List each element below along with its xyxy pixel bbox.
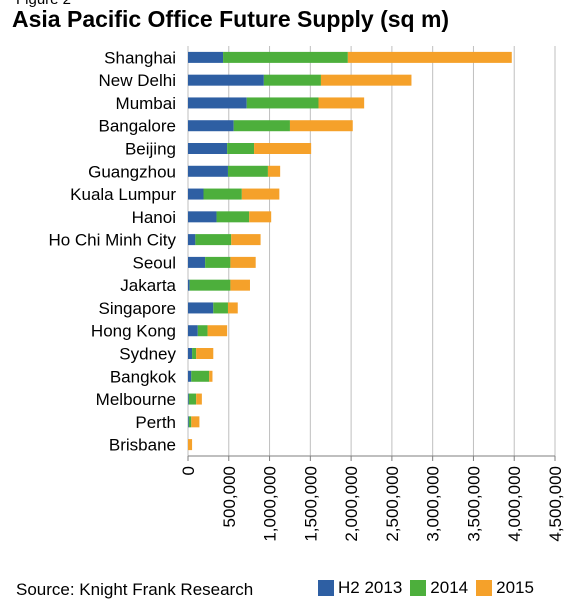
category-label: Mumbai (116, 94, 176, 113)
bar-segment (188, 416, 189, 428)
category-label: Shanghai (104, 48, 176, 67)
category-label: Hong Kong (91, 322, 176, 341)
bar-segment (227, 143, 255, 154)
bar-segment (196, 393, 202, 405)
bar-segment (205, 256, 231, 268)
bar-segment (191, 416, 200, 428)
bar-segment (289, 120, 353, 132)
category-label: Guangzhou (88, 162, 176, 181)
bar-segment (230, 256, 256, 268)
category-label: Jakarta (120, 276, 176, 295)
bar-segment (188, 97, 247, 109)
bar-segment (188, 393, 189, 405)
bar-segment (254, 143, 312, 154)
bar-segment (213, 302, 228, 314)
category-label: Kuala Lumpur (70, 185, 176, 204)
bar-segment (188, 211, 217, 223)
legend: H2 2013 2014 2015 (318, 578, 542, 598)
category-label: Seoul (133, 253, 176, 272)
x-tick-label: 4,000,000 (505, 466, 524, 542)
bar-segment (188, 74, 264, 86)
bar-segment (233, 120, 290, 132)
category-label: Sydney (119, 345, 176, 364)
bar-segment (195, 234, 232, 246)
bar-segment (188, 325, 198, 337)
category-label: Ho Chi Minh City (48, 231, 176, 250)
bar-segment (188, 120, 234, 132)
bar-segment (227, 165, 268, 177)
category-label: New Delhi (99, 71, 176, 90)
x-tick-label: 500,000 (220, 466, 239, 527)
bar-segment (188, 234, 196, 246)
bar-segment (188, 165, 228, 177)
bar-segment (188, 439, 193, 451)
bar-segment (203, 188, 242, 200)
chart-area: Shanghai New Delhi Mumbai Bangalore Beijing G… (48, 46, 565, 542)
category-label: Bangalore (98, 117, 176, 136)
category-label: Beijing (125, 140, 176, 159)
category-label: Brisbane (109, 436, 176, 455)
category-label: Hanoi (132, 208, 176, 227)
legend-label-2015: 2015 (496, 578, 534, 597)
bar-segment (188, 370, 192, 382)
bar-segment (263, 74, 321, 86)
bar-segment (188, 51, 224, 63)
legend-label-2014: 2014 (430, 578, 469, 597)
legend-label-h2-2013: H2 2013 (338, 578, 403, 597)
bar-segment (347, 51, 512, 63)
bar-segment (241, 188, 280, 200)
legend-swatch-2015 (476, 580, 493, 596)
bar-segment (188, 302, 214, 314)
bar-segment (209, 370, 213, 382)
bar-segment (320, 74, 412, 86)
x-tick-label: 0 (179, 466, 198, 475)
legend-swatch-2014 (410, 580, 427, 596)
bar-segment (231, 234, 261, 246)
bar-segment (196, 348, 214, 359)
bar-segment (318, 97, 365, 109)
category-label: Perth (135, 413, 176, 432)
bar-segment (227, 302, 238, 314)
x-tick-label: 2,000,000 (342, 466, 361, 542)
x-tick-label: 4,500,000 (546, 466, 565, 542)
legend-swatch-h2-2013 (318, 580, 334, 596)
bar-segment (267, 165, 281, 177)
bar-segment (188, 188, 204, 200)
bar-segment (188, 416, 192, 428)
x-tick-label: 2,500,000 (383, 466, 402, 542)
bar-segment (191, 370, 210, 382)
bar-segment (188, 143, 228, 154)
x-tick-label: 1,000,000 (261, 466, 280, 542)
source-note: Source: Knight Frank Research (16, 580, 254, 599)
bar-segment (223, 51, 348, 63)
bar-segment (188, 279, 190, 291)
legend-item-2015: 2015 (476, 578, 534, 598)
figure-label: Figure 2 (16, 0, 71, 8)
bar-segment (216, 211, 250, 223)
bar-segment (246, 97, 319, 109)
legend-item-h2-2013: H2 2013 (318, 578, 402, 598)
bar-segment (197, 325, 208, 337)
x-tick-label: 3,500,000 (464, 466, 483, 542)
bar-segment (188, 256, 206, 268)
legend-item-2014: 2014 (410, 578, 468, 598)
bar-segment (207, 325, 228, 337)
bar-segment (188, 348, 193, 359)
x-tick-label: 3,000,000 (424, 466, 443, 542)
bar-segment (230, 279, 250, 291)
bar-segment (192, 348, 197, 359)
chart-title: Asia Pacific Office Future Supply (sq m) (12, 6, 450, 32)
bar-segment (189, 279, 231, 291)
category-label: Melbourne (96, 390, 176, 409)
category-label: Singapore (98, 299, 176, 318)
x-tick-label: 1,500,000 (301, 466, 320, 542)
bar-segment (249, 211, 272, 223)
bar-segment (188, 393, 197, 405)
category-label: Bangkok (110, 367, 177, 386)
